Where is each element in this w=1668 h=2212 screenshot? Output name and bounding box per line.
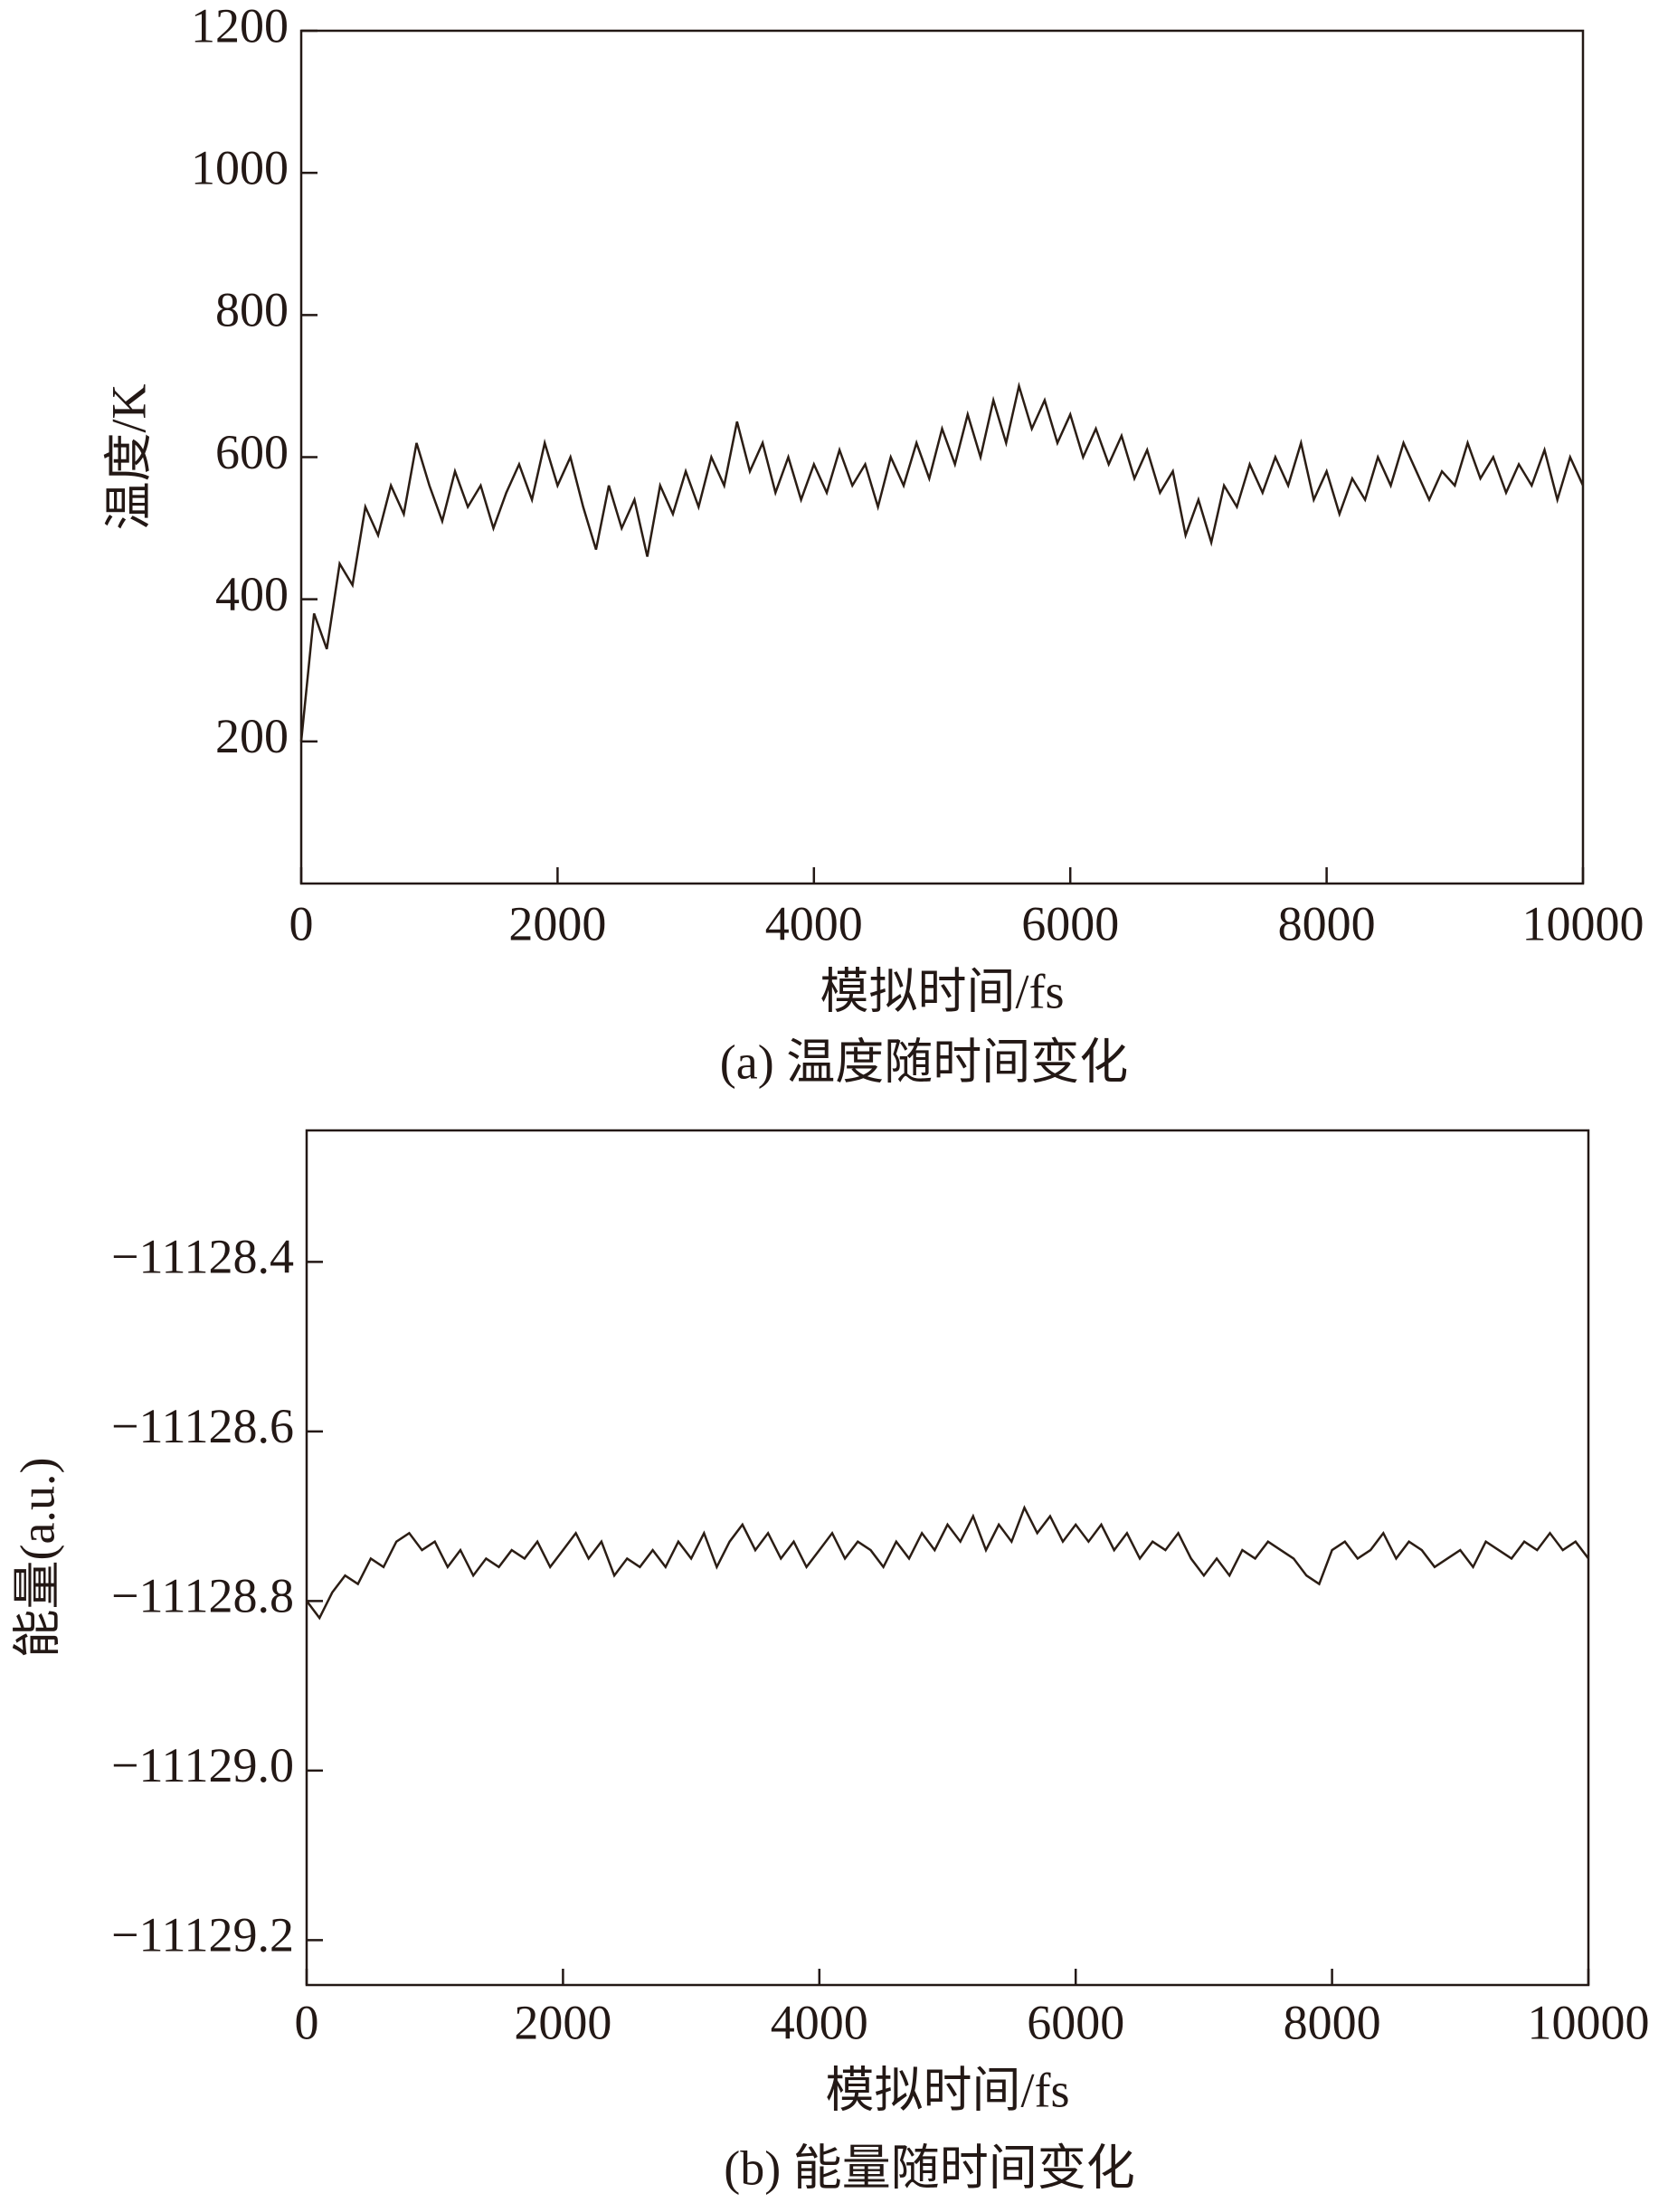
x-tick-label: 2000: [508, 896, 606, 950]
x-tick-label: 8000: [1284, 1995, 1381, 2049]
y-axis-label: 能量(a.u.): [10, 1458, 64, 1659]
x-tick-label: 6000: [1021, 896, 1119, 950]
y-axis-label: 温度/K: [101, 383, 156, 530]
data-line: [299, 381, 1585, 742]
x-tick-label: 6000: [1027, 1995, 1124, 2049]
x-tick-label: 0: [295, 1995, 319, 2049]
y-tick-label: 200: [215, 709, 289, 763]
x-tick-label: 0: [289, 896, 314, 950]
x-tick-label: 4000: [771, 1995, 868, 2049]
y-tick-label: −11129.2: [111, 1908, 294, 1962]
x-axis-label: 模拟时间/fs: [826, 2063, 1070, 2117]
caption: (b) 能量随时间变化: [724, 2141, 1134, 2195]
x-tick-label: 4000: [765, 896, 863, 950]
y-tick-label: −11128.8: [111, 1569, 294, 1623]
y-tick-label: 600: [215, 425, 289, 479]
y-tick-label: −11128.4: [111, 1230, 294, 1284]
y-tick-label: 800: [215, 283, 289, 337]
x-axis-label: 模拟时间/fs: [820, 964, 1065, 1018]
x-tick-label: 8000: [1278, 896, 1376, 950]
y-tick-label: −11129.0: [111, 1738, 294, 1792]
y-tick-label: 1000: [191, 141, 289, 195]
x-tick-label: 2000: [514, 1995, 611, 2049]
y-tick-label: 400: [215, 567, 289, 621]
plot-frame: [299, 29, 1585, 885]
caption: (a) 温度随时间变化: [720, 1035, 1128, 1089]
x-tick-label: 10000: [1528, 1995, 1650, 2049]
x-tick-label: 10000: [1522, 896, 1644, 950]
y-tick-label: −11128.6: [111, 1399, 294, 1453]
data-line: [306, 1505, 1589, 1621]
y-tick-label: 1200: [191, 0, 289, 52]
